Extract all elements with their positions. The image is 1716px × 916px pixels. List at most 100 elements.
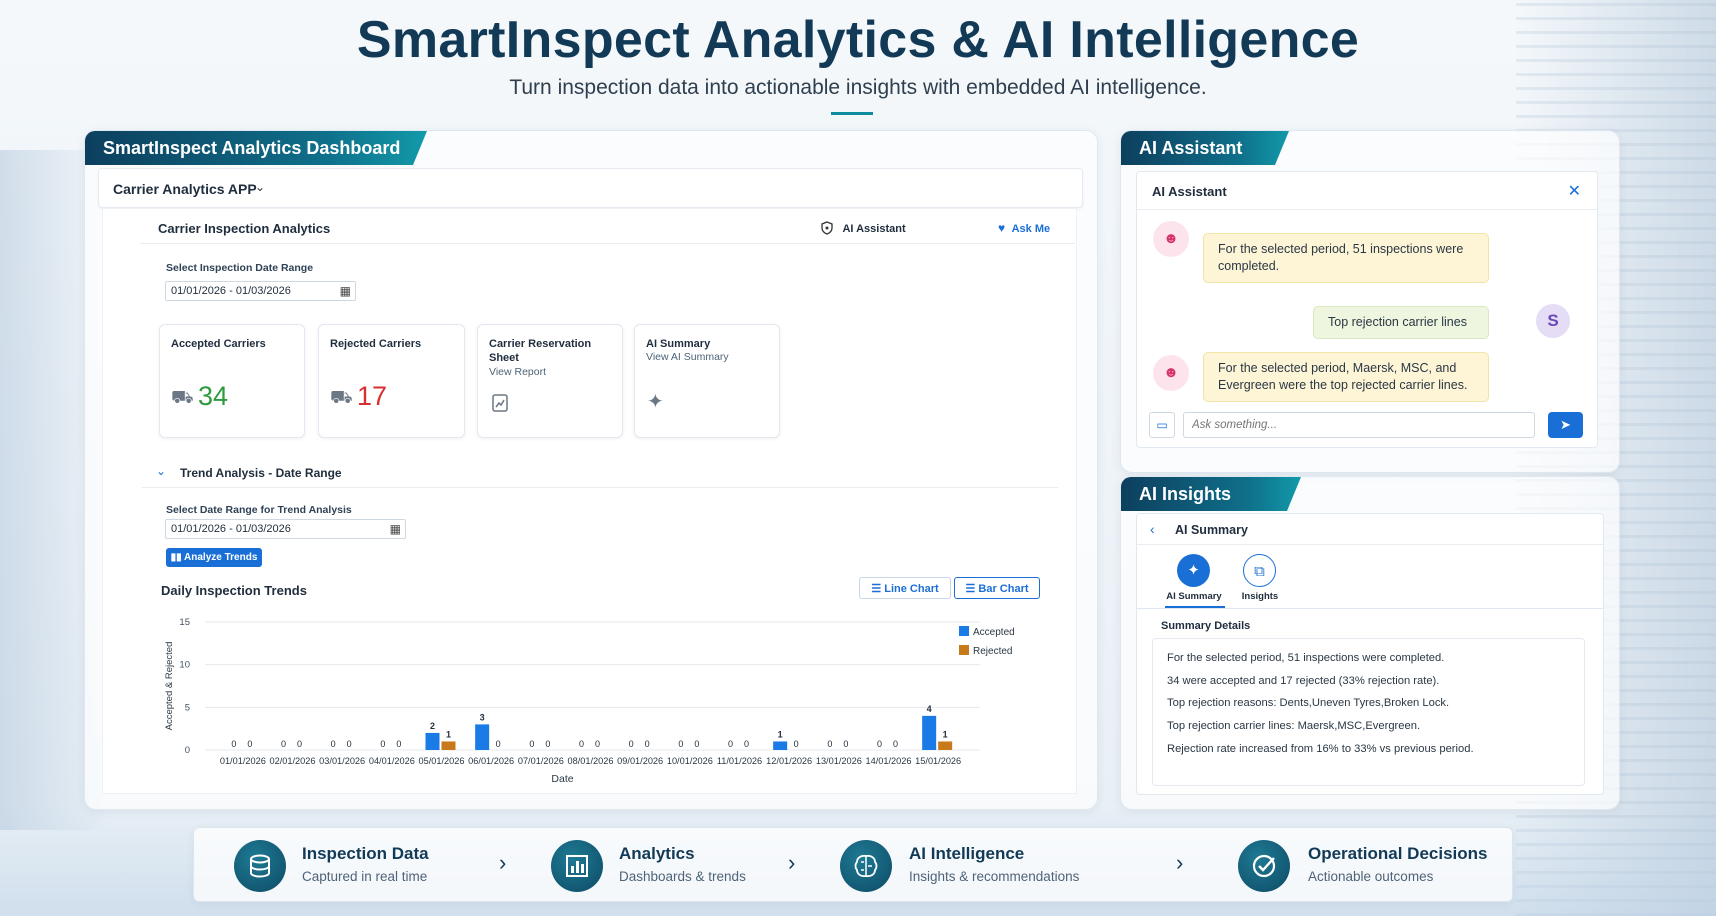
chevron-down-icon[interactable]: ⌄ (255, 180, 266, 194)
chart-title: Daily Inspection Trends (161, 583, 307, 598)
bar-accepted (773, 741, 788, 750)
chevron-right-icon: › (499, 850, 507, 875)
y-tick-label: 15 (179, 617, 190, 628)
data-label: 0 (545, 739, 550, 749)
x-tick-label: 01/01/2026 (220, 756, 266, 766)
date-range-value: 01/01/2026 - 01/03/2026 (171, 285, 291, 297)
check-circle-icon (1238, 840, 1290, 892)
bar-rejected (938, 741, 953, 750)
analyze-label: Analyze Trends (184, 552, 258, 563)
summary-line: Rejection rate increased from 16% to 33%… (1167, 743, 1474, 755)
truck-icon: ⛟ (171, 387, 194, 407)
data-label: 3 (480, 712, 485, 722)
send-button[interactable]: ➤ (1548, 412, 1583, 438)
data-label: 0 (331, 739, 336, 749)
chart-bars-icon: ▮▮ (170, 552, 182, 563)
x-tick-label: 03/01/2026 (319, 756, 365, 766)
x-tick-label: 02/01/2026 (270, 756, 316, 766)
chevron-down-icon[interactable]: ⌄ (156, 464, 167, 478)
x-tick-label: 04/01/2026 (369, 756, 415, 766)
chevron-right-icon: › (1176, 850, 1184, 875)
dashboard-workspace (102, 208, 1077, 794)
tab-insights[interactable]: Insights (1241, 591, 1279, 602)
accepted-count: 34 (198, 381, 229, 411)
view-ai-summary-link[interactable]: View AI Summary (646, 351, 729, 363)
tab-divider (1137, 608, 1603, 609)
analyze-trends-button[interactable]: ▮▮ Analyze Trends (166, 548, 262, 567)
x-tick-label: 12/01/2026 (766, 756, 812, 766)
trend-range-label: Select Date Range for Trend Analysis (166, 504, 352, 516)
ask-me-button[interactable]: ♥ Ask Me (998, 219, 1050, 237)
data-label: 0 (694, 739, 699, 749)
data-label: 0 (744, 739, 749, 749)
data-label: 0 (595, 739, 600, 749)
trend-analysis-header[interactable]: ⌄ Trend Analysis - Date Range (142, 456, 1058, 488)
truck-icon: ⛟ (330, 387, 353, 407)
bar-chart-label: Bar Chart (978, 582, 1029, 595)
data-label: 1 (943, 729, 948, 739)
data-label: 0 (281, 739, 286, 749)
bar-accepted (425, 732, 440, 750)
ai-assistant-link[interactable]: AI Assistant (820, 219, 906, 237)
x-tick-label: 09/01/2026 (617, 756, 663, 766)
user-message: Top rejection carrier lines (1313, 306, 1489, 339)
data-label: 1 (778, 729, 783, 739)
data-label: 0 (297, 739, 302, 749)
brain-icon (840, 840, 892, 892)
chevron-left-icon[interactable]: ‹ (1150, 521, 1155, 537)
flow-step-title: Inspection Data (302, 844, 429, 863)
bar-chart-button[interactable]: ☰ Bar Chart (954, 577, 1040, 599)
reservation-sheet-card[interactable]: Carrier Reservation Sheet View Report (477, 324, 623, 438)
data-label: 0 (678, 739, 683, 749)
card-title: Accepted Carriers (171, 338, 266, 350)
rejected-carriers-card[interactable]: Rejected Carriers ⛟ 17 (318, 324, 465, 438)
insights-chart-icon[interactable]: ⧉ (1243, 554, 1276, 587)
bot-avatar-icon: ☻ (1153, 221, 1189, 257)
sparkle-icon: ✦ (647, 391, 664, 413)
chat-window: AI Assistant ✕ ☻ For the selected period… (1136, 171, 1598, 448)
x-tick-label: 11/01/2026 (717, 756, 762, 766)
trend-range-input[interactable]: 01/01/2026 - 01/03/2026 ▦ (165, 519, 406, 539)
close-icon[interactable]: ✕ (1567, 183, 1581, 200)
data-label: 0 (396, 739, 401, 749)
data-label: 0 (877, 739, 882, 749)
bot-message: For the selected period, Maersk, MSC, an… (1203, 352, 1489, 402)
summary-line: Top rejection carrier lines: Maersk,MSC,… (1167, 720, 1421, 732)
date-range-input[interactable]: 01/01/2026 - 01/03/2026 ▦ (165, 281, 356, 301)
chat-bubble-icon[interactable]: ▭ (1149, 412, 1175, 438)
tab-ai-summary[interactable]: AI Summary (1166, 591, 1222, 602)
insights-header: ‹ AI Summary (1137, 514, 1603, 545)
assistant-ribbon: AI Assistant (1121, 131, 1289, 165)
card-title: Rejected Carriers (330, 338, 422, 350)
line-chart-button[interactable]: ☰ Line Chart (859, 577, 951, 599)
data-label: 0 (843, 739, 848, 749)
insights-ribbon: AI Insights (1121, 477, 1301, 511)
flow-step-subtitle: Dashboards & trends (619, 869, 746, 884)
data-label: 0 (496, 739, 501, 749)
flow-step-subtitle: Captured in real time (302, 869, 428, 884)
data-label: 0 (579, 739, 584, 749)
data-label: 0 (380, 739, 385, 749)
trend-range-value: 01/01/2026 - 01/03/2026 (171, 523, 291, 535)
chat-input[interactable] (1183, 412, 1535, 438)
data-label: 0 (827, 739, 832, 749)
ai-summary-card[interactable]: AI Summary View AI Summary ✦ (634, 324, 780, 438)
calendar-icon[interactable]: ▦ (339, 284, 351, 298)
y-tick-label: 5 (185, 702, 190, 713)
x-axis-label: Date (551, 773, 573, 785)
data-label: 0 (794, 739, 799, 749)
trend-section-title: Trend Analysis - Date Range (180, 466, 342, 480)
legend-label: Accepted (973, 627, 1015, 638)
calendar-icon[interactable]: ▦ (389, 522, 401, 536)
x-tick-label: 13/01/2026 (816, 756, 862, 766)
app-selector[interactable]: Carrier Analytics APP ⌄ (98, 168, 1083, 208)
data-label: 0 (629, 739, 634, 749)
view-report-link[interactable]: View Report (489, 366, 547, 378)
sparkle-icon[interactable]: ✦ (1177, 554, 1210, 587)
x-tick-label: 06/01/2026 (468, 756, 514, 766)
accepted-carriers-card[interactable]: Accepted Carriers ⛟ 34 (159, 324, 305, 438)
y-tick-label: 10 (179, 660, 190, 671)
database-icon (234, 840, 286, 892)
card-title: Carrier Reservation Sheet (489, 338, 592, 364)
